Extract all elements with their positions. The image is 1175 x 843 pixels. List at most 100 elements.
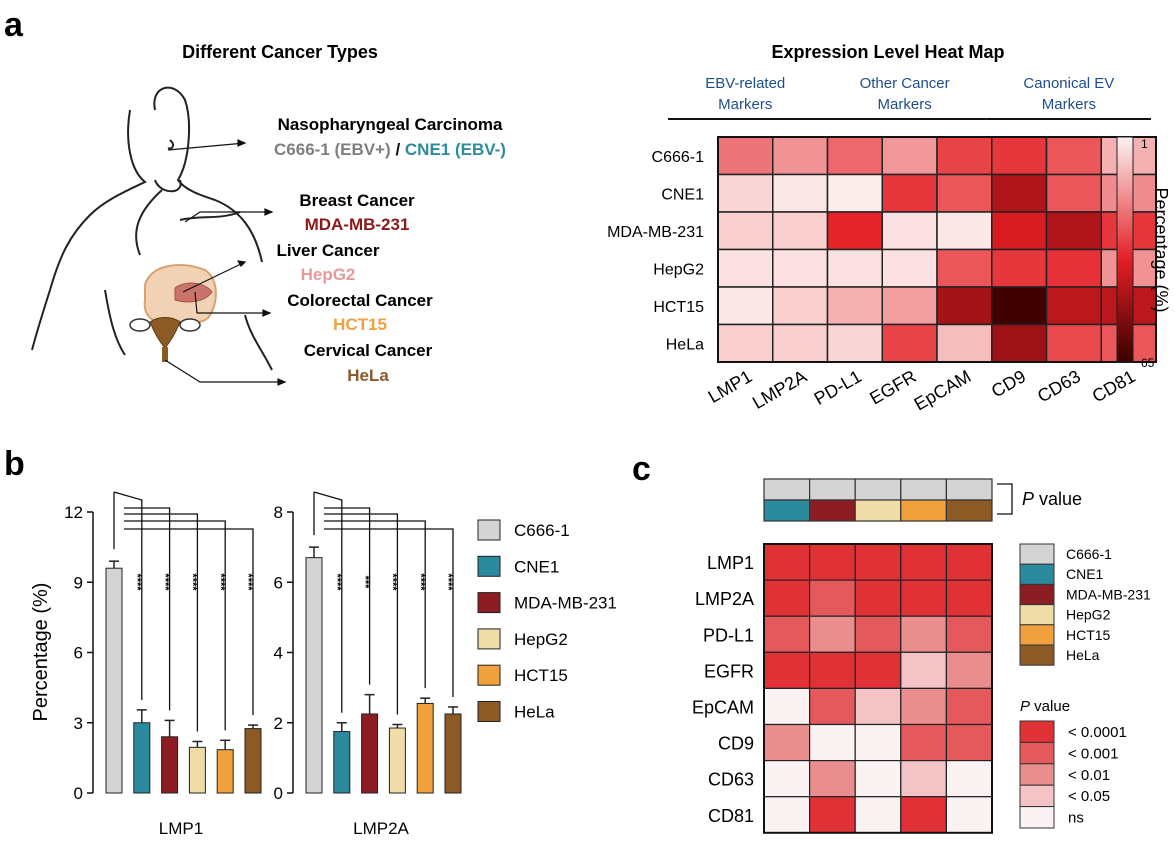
cancer-type-label: Cervical Cancer: [304, 341, 433, 360]
heatmap-cell: [772, 323, 829, 363]
y-tick-label: 9: [74, 573, 83, 592]
cell-line-label-segment: CNE1 (EBV-): [405, 140, 506, 159]
heatmap-cell: [936, 173, 993, 213]
cancer-callout-arrows: [164, 139, 287, 386]
heatmap-colorbar: 1 65 Percentage (%): [1116, 136, 1171, 370]
pvalue-row-label: EGFR: [704, 661, 754, 681]
x-axis-label: LMP1: [159, 819, 203, 838]
cell-line-legend-swatch: [1019, 624, 1055, 646]
pvalue-row-label: CD9: [718, 734, 754, 754]
cell-line-legend-label: CNE1: [1066, 566, 1104, 582]
cell-line-label-segment: HepG2: [301, 265, 356, 284]
pvalue-header-label: P value: [1022, 489, 1082, 509]
reference-strip-cell: [763, 478, 811, 501]
heatmap-cell: [717, 286, 774, 326]
pvalue-cell: [763, 796, 811, 834]
pvalue-cell: [854, 759, 902, 798]
pvalue-header-rest: value: [1034, 489, 1082, 509]
pvalue-legend-label: < 0.0001: [1068, 724, 1127, 741]
y-tick-label: 6: [274, 573, 283, 592]
heatmap-cell: [991, 173, 1048, 213]
heatmap-cell: [881, 323, 938, 363]
heatmap-cell: [772, 211, 829, 251]
heatmap-cell: [991, 211, 1048, 251]
bar: [361, 713, 379, 794]
heatmap-cell: [1045, 286, 1102, 326]
expression-heatmap: C666-1 CNE1 MDA-MB-231 HepG2 HCT15 HeLaLMP1LM…: [607, 75, 1157, 414]
cell-line-legend-label: HCT15: [1066, 627, 1111, 643]
heatmap-group-label: Markers: [1042, 96, 1096, 113]
significance-bracket: [113, 491, 143, 700]
significance-bracket: [324, 513, 399, 715]
pvalue-cell: [945, 651, 993, 689]
pvalue-cell: [854, 579, 902, 617]
pvalue-cell: [945, 543, 993, 581]
pvalue-cell: [854, 651, 902, 689]
pvalue-row-label: LMP2A: [695, 589, 754, 609]
heatmap-cell: [826, 323, 883, 363]
bar: [161, 736, 179, 794]
legend-label: CNE1: [514, 557, 559, 576]
significance-bracket: [124, 520, 226, 731]
pvalue-row-label: EpCAM: [692, 697, 754, 717]
significance-bracket: [124, 528, 254, 716]
reference-strip-cell: [854, 478, 902, 501]
significance-label: ****: [187, 573, 199, 591]
y-tick-label: 3: [74, 714, 83, 733]
significance-bracket: [324, 520, 426, 689]
heatmap-cell: [881, 173, 938, 213]
pvalue-heatmap: P value LMP1 LMP2A PD-L1 EGFR EpCAM CD9 CD63 CD8…: [692, 478, 1082, 834]
comparison-strip-cell: [763, 499, 811, 522]
significance-label: ***: [359, 576, 371, 590]
pvalue-legend-swatch: [1019, 784, 1055, 808]
pvalue-cell: [900, 759, 947, 798]
pvalue-cell: [808, 579, 856, 617]
pvalue-cell: [808, 796, 856, 834]
heatmap-cell: [881, 136, 938, 176]
significance-label: ****: [131, 573, 143, 591]
heatmap-row-label: CNE1: [661, 186, 704, 203]
heatmap-cell: [717, 136, 774, 176]
legend-swatch: [477, 592, 501, 614]
cell-line-legend-swatch: [1019, 563, 1055, 585]
significance-bracket: [124, 513, 199, 732]
y-tick-label: 0: [74, 784, 83, 803]
panel-a-letter: a: [4, 6, 24, 44]
pvalue-row-label: CD63: [708, 770, 754, 790]
cell-line-label: HeLa: [347, 366, 389, 385]
heatmap-row-label: HeLa: [666, 336, 704, 353]
bar: [333, 731, 351, 794]
cell-line-legend-swatch: [1019, 644, 1055, 666]
heatmap-cell: [717, 323, 774, 363]
pvalue-cell: [854, 687, 902, 726]
pvalue-cell: [854, 543, 902, 581]
heatmap-cell: [717, 248, 774, 288]
pvalue-cell: [900, 579, 947, 617]
heatmap-border: [717, 136, 1157, 363]
legend-swatch: [477, 664, 501, 686]
heatmap-column-label: PD-L1: [811, 366, 865, 409]
pvalue-cell: [900, 723, 947, 762]
pvalue-cell: [854, 796, 902, 834]
colorbar-title: Percentage (%): [1151, 187, 1171, 312]
organ-illustration: [129, 264, 217, 362]
panel-c-letter: c: [632, 450, 651, 488]
heatmap-row-label: HCT15: [653, 299, 704, 316]
legend-label: C666-1: [514, 521, 570, 540]
heatmap-cell: [1045, 323, 1102, 363]
cell-line-legend: C666-1 CNE1 MDA-MB-231 HepG2 HCT15 HeLa: [477, 519, 617, 722]
body-illustration: [31, 86, 273, 371]
cell-line-label-segment: /: [391, 140, 405, 159]
pvalue-cell: [854, 723, 902, 762]
cell-line-label-segment: C666-1 (EBV+): [274, 140, 391, 159]
heatmap-cell: [881, 286, 938, 326]
bar: [388, 727, 406, 794]
legend-label: HeLa: [514, 703, 555, 722]
pvalue-cell: [945, 579, 993, 617]
pvalue-header-p: P: [1022, 489, 1034, 509]
heatmap-cell: [936, 211, 993, 251]
heatmap-column-label: CD63: [1034, 366, 1084, 406]
cell-line-legend-label: C666-1: [1066, 546, 1112, 562]
